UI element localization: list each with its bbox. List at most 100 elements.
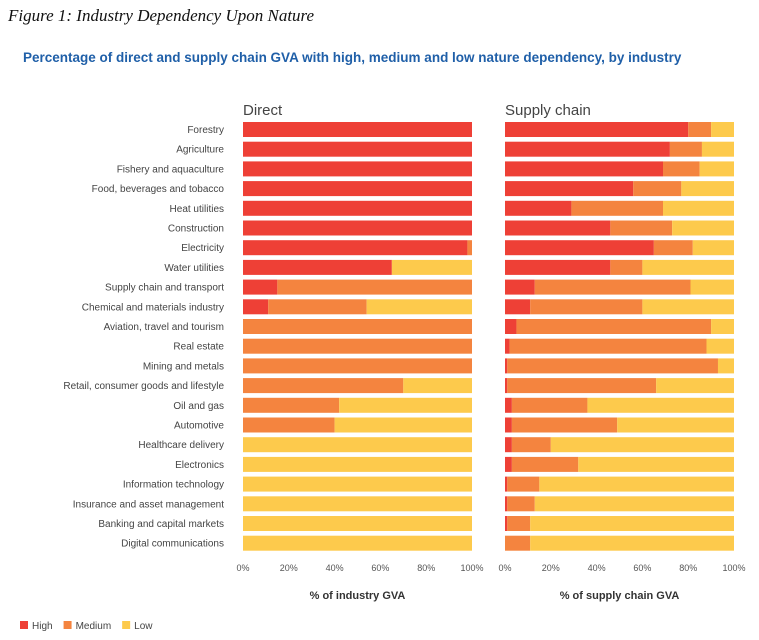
bar-segment-low	[243, 456, 472, 472]
category-label: Digital communications	[121, 539, 224, 550]
tick-label: 60%	[371, 563, 389, 573]
legend-label: Low	[134, 621, 153, 632]
bar-segment-medium	[243, 397, 340, 413]
bar-segment-medium	[507, 476, 540, 492]
bar-segment-low	[403, 378, 472, 394]
bar-segment-medium	[243, 378, 404, 394]
bar-segment-high	[243, 200, 472, 216]
bar-segment-medium	[243, 417, 335, 433]
legend-swatch-medium	[63, 621, 72, 629]
category-label: Healthcare delivery	[138, 440, 224, 451]
bar-segment-high	[505, 319, 517, 334]
bar-segment-high	[505, 299, 531, 315]
bar-segment-low	[642, 259, 734, 275]
bar-segment-low	[711, 319, 734, 334]
bar-segment-high	[505, 378, 508, 394]
category-label: Aviation, travel and tourism	[104, 322, 224, 333]
bar-segment-high	[243, 279, 278, 295]
bar-segment-low	[672, 220, 734, 236]
bar-segment-low	[243, 516, 472, 531]
bar-segment-medium	[243, 358, 472, 374]
bar-segment-low	[717, 358, 734, 374]
category-label: Oil and gas	[173, 401, 224, 412]
category-label: Banking and capital markets	[98, 519, 224, 530]
bar-segment-medium	[507, 516, 531, 531]
bar-segment-high	[243, 122, 472, 137]
bar-segment-low	[617, 417, 734, 433]
bar-segment-low	[334, 417, 472, 433]
bar-segment-high	[243, 141, 472, 157]
bar-segment-high	[505, 200, 572, 216]
bar-segment-low	[539, 476, 734, 492]
bar-segment-low	[243, 437, 472, 453]
tick-label: 80%	[679, 563, 697, 573]
bar-segment-high	[505, 476, 508, 492]
category-label: Electronics	[175, 460, 224, 471]
category-label: Heat utilities	[170, 204, 224, 215]
tick-label: 60%	[633, 563, 651, 573]
bar-segment-medium	[507, 378, 657, 394]
bar-segment-high	[505, 279, 535, 295]
bar-segment-low	[339, 397, 472, 413]
bar-segment-high	[243, 299, 269, 315]
category-label: Information technology	[123, 480, 224, 491]
bar-segment-high	[505, 496, 508, 512]
legend-swatch-low	[122, 621, 131, 629]
tick-label: 40%	[588, 563, 606, 573]
bar-segment-medium	[516, 319, 712, 334]
bar-segment-low	[243, 476, 472, 492]
bar-segment-low	[711, 122, 734, 137]
bar-segment-medium	[610, 259, 643, 275]
tick-label: 0%	[498, 563, 511, 573]
x-axis-title: % of industry GVA	[310, 590, 406, 602]
bar-segment-low	[243, 496, 472, 512]
bar-segment-high	[505, 161, 664, 177]
bar-segment-low	[663, 200, 734, 216]
bar-segment-low	[656, 378, 734, 394]
category-label: Electricity	[181, 243, 224, 254]
bar-segment-low	[530, 516, 734, 531]
bar-segment-high	[243, 181, 472, 197]
tick-label: 20%	[280, 563, 298, 573]
bar-segment-medium	[633, 181, 682, 197]
bar-segment-low	[690, 279, 734, 295]
bar-segment-low	[391, 259, 472, 275]
bar-segment-high	[505, 417, 512, 433]
category-label: Insurance and asset management	[73, 499, 224, 510]
category-label: Food, beverages and tobacco	[92, 184, 225, 195]
bar-segment-medium	[505, 535, 531, 551]
bar-segment-low	[681, 181, 734, 197]
tick-label: 0%	[236, 563, 249, 573]
legend-label: High	[32, 621, 53, 632]
bar-segment-low	[699, 161, 734, 177]
category-label: Fishery and aquaculture	[117, 164, 225, 175]
category-label: Chemical and materials industry	[82, 302, 224, 313]
category-label: Mining and metals	[143, 361, 224, 372]
bar-segment-medium	[653, 240, 693, 256]
bar-segment-high	[505, 122, 689, 137]
bar-segment-high	[505, 338, 510, 354]
category-label: Real estate	[173, 342, 224, 353]
category-label: Forestry	[187, 125, 224, 136]
tick-label: 40%	[326, 563, 344, 573]
bar-segment-low	[550, 437, 734, 453]
figure-caption: Figure 1: Industry Dependency Upon Natur…	[8, 6, 315, 25]
bar-segment-high	[505, 516, 508, 531]
bar-segment-medium	[610, 220, 673, 236]
bar-segment-medium	[688, 122, 712, 137]
panel-title: Direct	[243, 102, 283, 119]
category-label: Construction	[168, 224, 224, 235]
bar-segment-low	[530, 535, 734, 551]
bar-segment-medium	[268, 299, 367, 315]
tick-label: 100%	[722, 563, 745, 573]
bar-segment-medium	[534, 279, 691, 295]
legend-label: Medium	[76, 621, 112, 632]
bar-segment-high	[243, 259, 392, 275]
bar-segment-low	[701, 141, 734, 157]
bar-segment-low	[692, 240, 734, 256]
chart-title: Percentage of direct and supply chain GV…	[23, 50, 682, 65]
bar-segment-high	[505, 220, 611, 236]
bar-segment-medium	[277, 279, 472, 295]
bar-segment-high	[505, 437, 512, 453]
